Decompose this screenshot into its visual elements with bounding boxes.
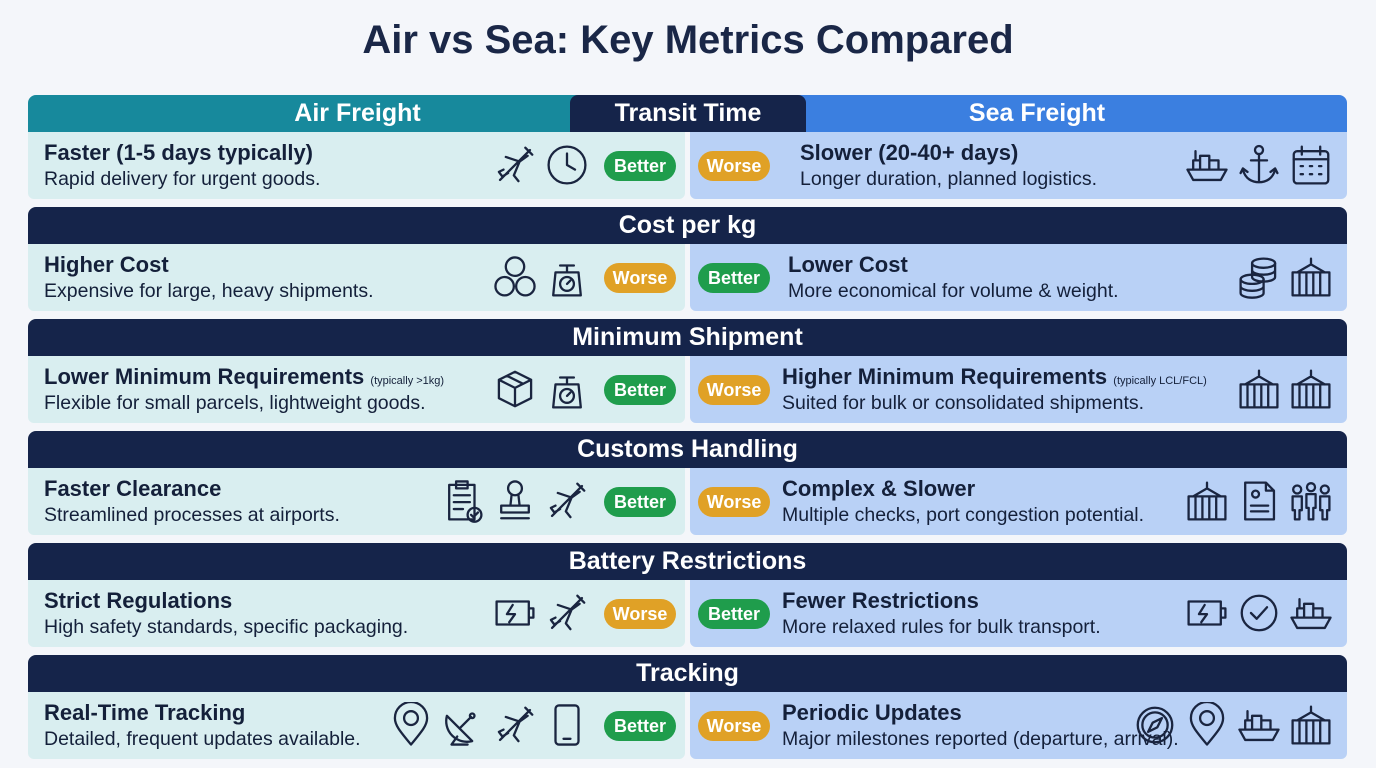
air-title: Faster (1-5 days typically) bbox=[44, 140, 314, 165]
air-desc: Detailed, frequent updates available. bbox=[44, 728, 361, 750]
air-title: Faster Clearance bbox=[44, 476, 222, 501]
icon bbox=[1236, 254, 1282, 300]
icon bbox=[492, 702, 538, 748]
sea-title: Lower Cost bbox=[788, 252, 908, 277]
air-badge: Better bbox=[604, 151, 676, 181]
icon bbox=[440, 478, 486, 524]
icon bbox=[1236, 366, 1282, 412]
sea-badge: Worse bbox=[698, 151, 770, 181]
sea-title: Fewer Restrictions bbox=[782, 588, 979, 613]
icon bbox=[1288, 590, 1334, 636]
sea-cell bbox=[690, 132, 1347, 199]
air-cell bbox=[28, 692, 685, 759]
icon bbox=[1184, 702, 1230, 748]
sea-cell bbox=[690, 244, 1347, 311]
metric-header: Cost per kg bbox=[28, 207, 1347, 244]
icon bbox=[1236, 478, 1282, 524]
air-desc: Rapid delivery for urgent goods. bbox=[44, 168, 321, 190]
sea-cell bbox=[690, 356, 1347, 423]
icon bbox=[492, 366, 538, 412]
air-badge: Better bbox=[604, 711, 676, 741]
sea-cell bbox=[690, 692, 1347, 759]
air-title: Higher Cost bbox=[44, 252, 169, 277]
air-badge: Better bbox=[604, 375, 676, 405]
air-cell bbox=[28, 132, 685, 199]
air-title: Lower Minimum Requirements (typically >1… bbox=[44, 364, 445, 389]
metric-header: Transit Time bbox=[570, 95, 806, 132]
sea-desc: Multiple checks, port congestion potenti… bbox=[782, 504, 1145, 526]
icon bbox=[492, 590, 538, 636]
sea-desc: Major milestones reported (departure, ar… bbox=[782, 728, 1179, 750]
icon bbox=[1288, 478, 1334, 524]
air-desc: Flexible for small parcels, lightweight … bbox=[44, 392, 426, 414]
sea-title: Periodic Updates bbox=[782, 700, 962, 725]
icon bbox=[544, 142, 590, 188]
title: Air vs Sea: Key Metrics Compared bbox=[362, 18, 1014, 62]
sea-title: Slower (20-40+ days) bbox=[800, 140, 1019, 165]
sea-title: Higher Minimum Requirements (typically L… bbox=[782, 364, 1207, 389]
metric-header: Tracking bbox=[28, 655, 1347, 692]
air-desc: High safety standards, specific packagin… bbox=[44, 616, 409, 638]
sea-title: Complex & Slower bbox=[782, 476, 976, 501]
icon bbox=[1288, 702, 1334, 748]
air-title: Strict Regulations bbox=[44, 588, 233, 613]
icon bbox=[544, 590, 590, 636]
air-cell bbox=[28, 580, 685, 647]
icon bbox=[1236, 142, 1282, 188]
icon bbox=[544, 366, 590, 412]
icon bbox=[1288, 142, 1334, 188]
sea-cell bbox=[690, 468, 1347, 535]
sea-desc: More relaxed rules for bulk transport. bbox=[782, 616, 1101, 638]
icon bbox=[544, 478, 590, 524]
air-badge: Worse bbox=[604, 263, 676, 293]
icon bbox=[388, 702, 434, 748]
sea-desc: Suited for bulk or consolidated shipment… bbox=[782, 392, 1145, 414]
sea-badge: Worse bbox=[698, 487, 770, 517]
title-note: (typically >1kg) bbox=[370, 375, 445, 387]
air-cell bbox=[28, 244, 685, 311]
icon bbox=[1184, 590, 1230, 636]
air-title: Real-Time Tracking bbox=[44, 700, 246, 725]
metric-header: Minimum Shipment bbox=[28, 319, 1347, 356]
icon bbox=[492, 478, 538, 524]
sea-badge: Worse bbox=[698, 375, 770, 405]
icon bbox=[1236, 702, 1282, 748]
air-cell bbox=[28, 356, 685, 423]
metric-header: Battery Restrictions bbox=[28, 543, 1347, 580]
air-badge: Better bbox=[604, 487, 676, 517]
icon bbox=[1184, 142, 1230, 188]
icon bbox=[544, 702, 590, 748]
sea-desc: More economical for volume & weight. bbox=[788, 280, 1119, 302]
icon bbox=[1184, 478, 1230, 524]
air-desc: Expensive for large, heavy shipments. bbox=[44, 280, 374, 302]
air-cell bbox=[28, 468, 685, 535]
sea-badge: Worse bbox=[698, 711, 770, 741]
sea-cell bbox=[690, 580, 1347, 647]
title-note: (typically LCL/FCL) bbox=[1113, 375, 1207, 387]
icon bbox=[544, 254, 590, 300]
air-desc: Streamlined processes at airports. bbox=[44, 504, 340, 526]
icon bbox=[1288, 366, 1334, 412]
icon bbox=[1236, 590, 1282, 636]
air-badge: Worse bbox=[604, 599, 676, 629]
sea-desc: Longer duration, planned logistics. bbox=[800, 168, 1098, 190]
icon bbox=[1288, 254, 1334, 300]
sea-badge: Better bbox=[698, 263, 770, 293]
icon bbox=[492, 142, 538, 188]
icon bbox=[1132, 702, 1178, 748]
metric-header: Customs Handling bbox=[28, 431, 1347, 468]
icon bbox=[440, 702, 486, 748]
sea-badge: Better bbox=[698, 599, 770, 629]
icon bbox=[492, 254, 538, 300]
